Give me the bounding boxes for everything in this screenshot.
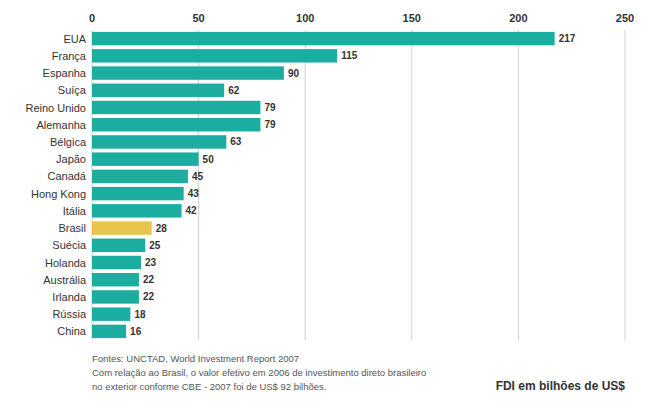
bar (92, 239, 145, 252)
bar (92, 204, 182, 217)
axis-label: FDI em bilhões de US$ (496, 379, 626, 393)
grid (92, 30, 625, 340)
bar (92, 307, 130, 320)
bar (92, 101, 260, 114)
bar (92, 187, 184, 200)
data-label: 79 (264, 102, 276, 113)
data-label: 63 (230, 136, 242, 147)
category-label: Japão (56, 153, 86, 165)
bar (92, 49, 337, 62)
category-label: Itália (63, 205, 87, 217)
category-label: Espanha (43, 67, 87, 79)
category-label: França (52, 50, 87, 62)
data-label: 45 (192, 171, 204, 182)
footnote: Com relação ao Brasil, o valor efetivo e… (92, 367, 426, 378)
category-label: Bélgica (50, 136, 87, 148)
data-label: 28 (156, 223, 168, 234)
footnote: no exterior conforme CBE - 2007 foi de U… (92, 381, 326, 392)
category-label: Hong Kong (31, 188, 86, 200)
x-axis: 0 50 100 150 200 250 (89, 12, 634, 24)
tick-label: 200 (509, 12, 527, 24)
data-label: 115 (341, 50, 358, 61)
grid-line (625, 30, 626, 340)
data-label: 16 (130, 326, 142, 337)
grid-line (518, 30, 519, 340)
bar (92, 290, 139, 303)
tick-label: 50 (192, 12, 204, 24)
data-label: 62 (228, 85, 240, 96)
bar (92, 325, 126, 338)
bar (92, 170, 188, 183)
data-label: 217 (559, 33, 576, 44)
category-label: Suécia (52, 239, 87, 251)
category-label: EUA (63, 33, 86, 45)
bar (92, 273, 139, 286)
bar (92, 32, 555, 45)
chart: 0 50 100 150 200 250 EUA França Espanha Suíça Rein… (0, 0, 658, 418)
y-axis: EUA França Espanha Suíça Reino Unido Alemanha… (25, 33, 86, 338)
bar (92, 135, 226, 148)
bars (92, 32, 555, 338)
category-label: China (57, 325, 87, 337)
data-label: 79 (264, 119, 276, 130)
tick-label: 150 (403, 12, 421, 24)
data-label: 22 (143, 291, 155, 302)
category-label: Austrália (43, 274, 87, 286)
data-label: 43 (188, 188, 200, 199)
data-label: 22 (143, 274, 155, 285)
bar (92, 256, 141, 269)
bar (92, 118, 260, 131)
tick-label: 250 (616, 12, 634, 24)
bar (92, 66, 284, 79)
footnotes: Fontes: UNCTAD, World Investment Report … (92, 353, 426, 392)
category-label: Reino Unido (25, 102, 86, 114)
category-label: Holanda (45, 257, 87, 269)
bar (92, 221, 152, 234)
bar (92, 84, 224, 97)
category-label: Brasil (58, 222, 86, 234)
bar (92, 152, 199, 165)
data-label: 25 (149, 240, 161, 251)
data-label: 90 (288, 68, 300, 79)
category-label: Rússia (52, 308, 87, 320)
footnote: Fontes: UNCTAD, World Investment Report … (92, 353, 299, 364)
data-label: 23 (145, 257, 157, 268)
data-labels: 217 115 90 62 79 79 63 50 45 43 42 28 25 23 22 22 18 16 (130, 33, 576, 337)
grid-line (305, 30, 306, 340)
grid-line (411, 30, 412, 340)
category-label: Canadá (47, 170, 86, 182)
category-label: Irlanda (52, 291, 87, 303)
tick-label: 100 (296, 12, 314, 24)
category-label: Suíça (58, 84, 87, 96)
category-label: Alemanha (36, 119, 86, 131)
tick-label: 0 (89, 12, 95, 24)
data-label: 42 (186, 205, 198, 216)
data-label: 50 (203, 154, 215, 165)
data-label: 18 (134, 309, 146, 320)
